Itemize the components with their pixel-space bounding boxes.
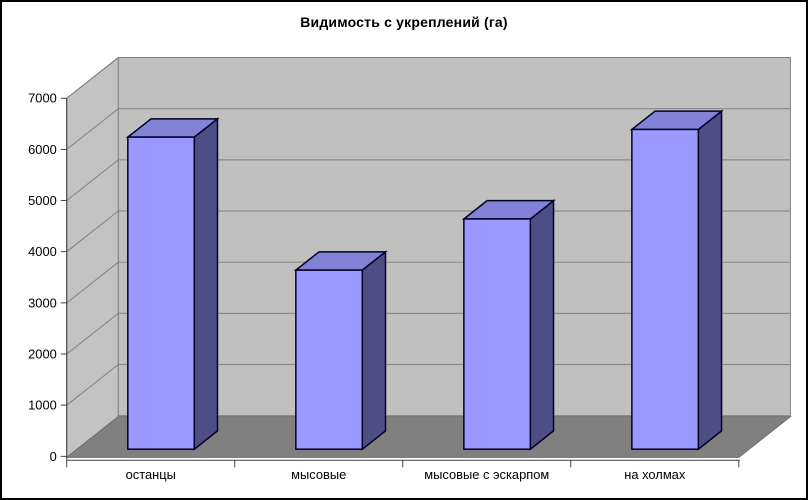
bar-side-face	[193, 117, 219, 451]
bar-front-face	[127, 136, 196, 450]
bar-2	[293, 250, 388, 451]
bar-4	[629, 109, 724, 451]
gridline-side	[66, 364, 119, 406]
bar-side-face	[361, 250, 387, 451]
chart-title: Видимость с укреплений (га)	[300, 14, 508, 30]
y-tick-label: 1000	[28, 398, 57, 413]
y-tick-label: 0	[50, 449, 57, 464]
gridline-side	[66, 57, 119, 99]
bar-3	[461, 199, 556, 451]
y-tick-label: 2000	[28, 346, 57, 361]
y-tick-label: 3000	[28, 295, 57, 310]
floor	[65, 416, 792, 458]
category-label: на холмах	[624, 467, 686, 482]
y-tick-label: 5000	[28, 193, 57, 208]
gridline-side	[66, 108, 119, 150]
category-label: мысовые с эскарпом	[424, 467, 549, 482]
bar-side-face	[697, 109, 723, 451]
category-label: мысовые	[291, 467, 346, 482]
bar-front-face	[295, 269, 364, 450]
bar-side-face	[529, 199, 555, 451]
gridline-side	[66, 159, 119, 201]
y-tick-label: 4000	[28, 244, 57, 259]
bar-front-face	[463, 218, 532, 450]
side-wall	[66, 56, 119, 459]
bar-1	[125, 117, 220, 451]
y-tick-label: 6000	[28, 142, 57, 157]
gridline-side	[66, 261, 119, 304]
bar-front-face	[631, 128, 700, 450]
gridline-side	[66, 210, 119, 253]
gridline-side	[66, 312, 119, 355]
category-label: останцы	[126, 467, 176, 482]
y-tick-label: 7000	[28, 91, 57, 106]
